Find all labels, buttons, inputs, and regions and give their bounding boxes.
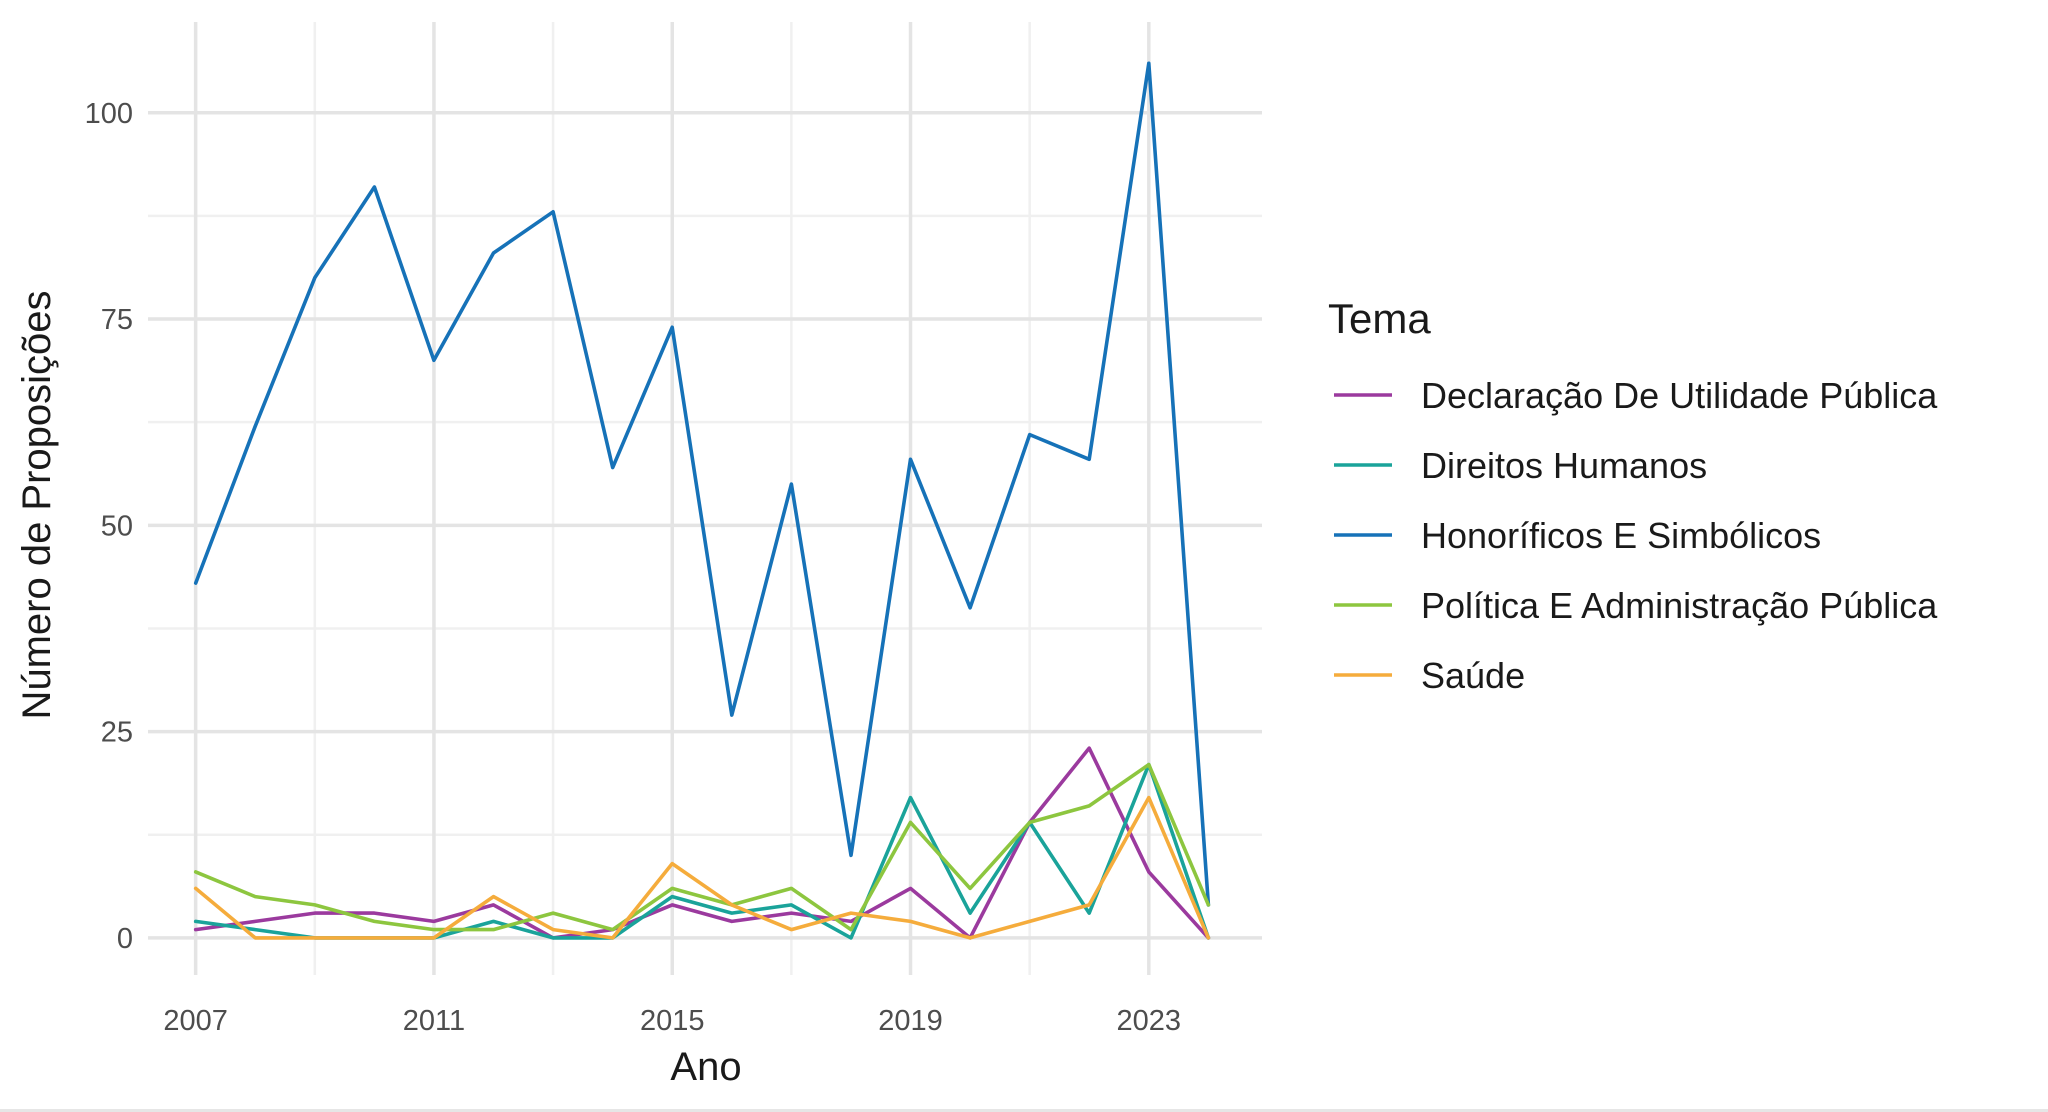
y-axis-title: Número de Proposições [15,290,59,719]
x-tick-label: 2019 [878,1005,943,1037]
y-tick-label: 25 [101,717,133,749]
x-axis-tick-labels: 2007 2011 2015 2019 2023 [163,1005,1181,1037]
y-tick-label: 0 [117,923,133,955]
x-tick-label: 2023 [1117,1005,1182,1037]
y-tick-label: 100 [85,98,133,130]
legend-label: Direitos Humanos [1421,445,1707,486]
series-line [196,63,1209,905]
series-line [196,748,1209,938]
legend-label: Política E Administração Pública [1421,585,1938,626]
minor-gridlines [148,22,1262,975]
x-axis-title: Ano [670,1045,741,1089]
legend-title: Tema [1328,295,1431,342]
series-line [196,798,1209,938]
legend: Tema Declaração De Utilidade Pública Dire… [1328,295,1938,696]
legend-items: Declaração De Utilidade Pública Direitos … [1334,375,1938,696]
series-lines [196,63,1209,938]
y-tick-label: 50 [101,510,133,542]
legend-label: Honoríficos E Simbólicos [1421,515,1821,556]
legend-label: Declaração De Utilidade Pública [1421,375,1938,416]
y-axis-tick-labels: 0 25 50 75 100 [85,98,133,955]
x-tick-label: 2011 [403,1005,465,1037]
x-tick-label: 2015 [640,1005,705,1037]
x-tick-label: 2007 [163,1005,228,1037]
y-tick-label: 75 [101,304,133,336]
legend-label: Saúde [1421,655,1525,696]
